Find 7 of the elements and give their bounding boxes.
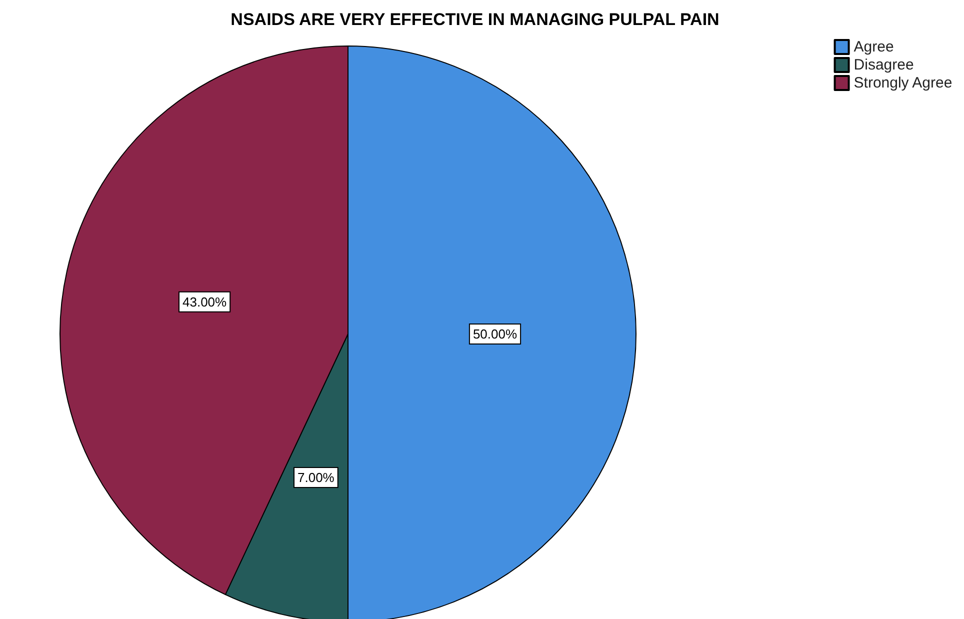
legend-label: Disagree [854, 56, 914, 74]
data-label: 7.00% [297, 470, 335, 485]
data-label: 43.00% [182, 294, 228, 310]
legend-label: Agree [854, 38, 894, 56]
legend-label: Strongly Agree [854, 74, 952, 92]
chart-title: NSAIDS ARE VERY EFFECTIVE IN MANAGING PULPAL PAIN [230, 10, 720, 29]
data-label: 50.00% [472, 326, 518, 342]
